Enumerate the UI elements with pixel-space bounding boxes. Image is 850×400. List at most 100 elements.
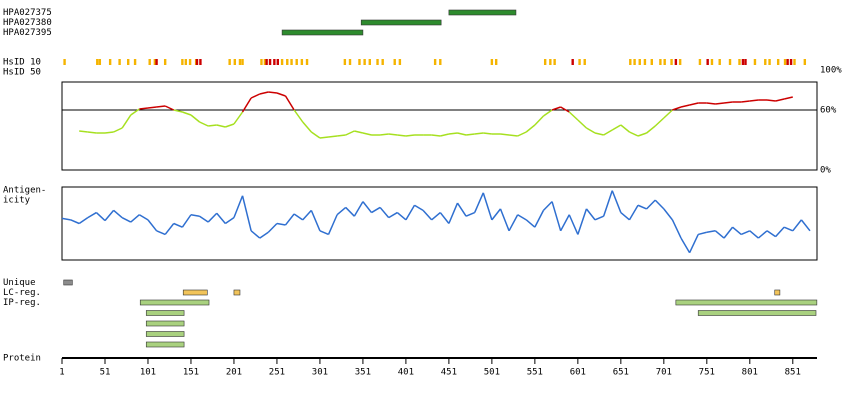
line-segment bbox=[310, 131, 321, 139]
line-segment bbox=[439, 212, 450, 224]
range-bar bbox=[281, 29, 364, 36]
strip-tick bbox=[633, 59, 636, 65]
strip-tick bbox=[793, 59, 796, 65]
x-tick-label: 601 bbox=[570, 368, 586, 378]
line-segment bbox=[250, 230, 261, 239]
line-segment bbox=[302, 209, 312, 221]
line-segment bbox=[164, 223, 175, 235]
x-tick-label: 101 bbox=[140, 368, 156, 378]
line-segment bbox=[620, 211, 630, 221]
strip-tick bbox=[674, 59, 678, 65]
line-segment bbox=[560, 106, 570, 113]
strip-tick bbox=[280, 59, 284, 65]
line-segment bbox=[121, 216, 132, 223]
y-tick-label: 60% bbox=[820, 106, 837, 116]
strip-tick bbox=[728, 59, 732, 65]
strip-tick bbox=[744, 59, 747, 65]
strip-tick bbox=[663, 59, 666, 65]
line-segment bbox=[542, 201, 553, 211]
strip-tick bbox=[629, 59, 632, 65]
strip-tick bbox=[127, 59, 130, 65]
strip-tick bbox=[241, 59, 244, 65]
line-segment bbox=[706, 102, 716, 105]
line-segment bbox=[551, 106, 561, 111]
line-segment bbox=[784, 96, 793, 100]
line-segment bbox=[749, 230, 759, 239]
line-segment bbox=[388, 211, 398, 219]
line-segment bbox=[87, 211, 97, 219]
line-segment bbox=[714, 230, 725, 239]
line-segment bbox=[405, 204, 416, 221]
x-tick-label: 1 bbox=[59, 368, 64, 378]
line-segment bbox=[268, 91, 278, 94]
line-segment bbox=[353, 201, 364, 217]
line-segment bbox=[629, 131, 639, 137]
strip-tick bbox=[305, 59, 309, 65]
strip-tick bbox=[300, 59, 304, 65]
line-segment bbox=[379, 206, 390, 219]
line-segment bbox=[534, 115, 545, 126]
strip-tick bbox=[368, 59, 371, 65]
line-segment bbox=[628, 204, 639, 221]
line-segment bbox=[775, 98, 785, 102]
range-bar bbox=[360, 19, 442, 26]
line-segment bbox=[233, 195, 244, 218]
strip-tick bbox=[363, 59, 366, 65]
line-segment bbox=[594, 215, 604, 221]
line-segment bbox=[414, 204, 424, 212]
strip-tick bbox=[268, 59, 272, 65]
strip-tick bbox=[286, 59, 289, 65]
strip-tick bbox=[549, 59, 552, 65]
x-tick-label: 451 bbox=[441, 368, 457, 378]
line-segment bbox=[422, 209, 433, 221]
line-segment bbox=[465, 211, 475, 217]
line-segment bbox=[568, 111, 579, 121]
line-segment bbox=[491, 208, 502, 221]
line-segment bbox=[465, 133, 475, 136]
strip-tick bbox=[63, 59, 66, 65]
strip-tick bbox=[348, 59, 352, 65]
line-segment bbox=[78, 217, 89, 225]
range-bar bbox=[182, 289, 208, 296]
line-segment bbox=[706, 230, 716, 233]
line-segment bbox=[715, 102, 725, 105]
line-segment bbox=[766, 230, 777, 238]
line-segment bbox=[216, 124, 226, 128]
line-segment bbox=[723, 226, 734, 239]
strip-tick bbox=[670, 59, 673, 65]
line-segment bbox=[284, 213, 295, 226]
x-tick-label: 851 bbox=[785, 368, 801, 378]
strip-tick bbox=[583, 59, 586, 65]
line-segment bbox=[577, 119, 587, 129]
x-tick-label: 351 bbox=[355, 368, 371, 378]
line-segment bbox=[371, 206, 381, 214]
line-segment bbox=[775, 226, 785, 238]
x-tick-label: 151 bbox=[183, 368, 199, 378]
strip-tick bbox=[678, 59, 682, 65]
line-segment bbox=[525, 124, 536, 133]
line-segment bbox=[723, 101, 733, 104]
line-segment bbox=[284, 95, 295, 111]
axis-title: Protein bbox=[3, 354, 41, 364]
line-segment bbox=[181, 214, 192, 228]
line-segment bbox=[637, 204, 647, 210]
line-segment bbox=[130, 214, 140, 223]
strip-tick bbox=[764, 59, 767, 65]
row-label: HPA027380 bbox=[3, 18, 52, 28]
strip-tick bbox=[398, 59, 402, 65]
line-segment bbox=[654, 117, 665, 127]
line-segment bbox=[70, 219, 80, 225]
line-segment bbox=[680, 237, 691, 254]
line-segment bbox=[637, 132, 647, 137]
strip-tick bbox=[753, 59, 757, 65]
line-segment bbox=[456, 202, 467, 217]
line-segment bbox=[216, 212, 226, 224]
line-segment bbox=[473, 192, 484, 213]
line-segment bbox=[482, 192, 493, 221]
range-bar bbox=[145, 341, 185, 348]
line-segment bbox=[276, 92, 286, 97]
line-segment bbox=[396, 211, 407, 221]
line-segment bbox=[362, 201, 373, 214]
line-segment bbox=[362, 132, 372, 136]
line-segment bbox=[302, 121, 312, 133]
